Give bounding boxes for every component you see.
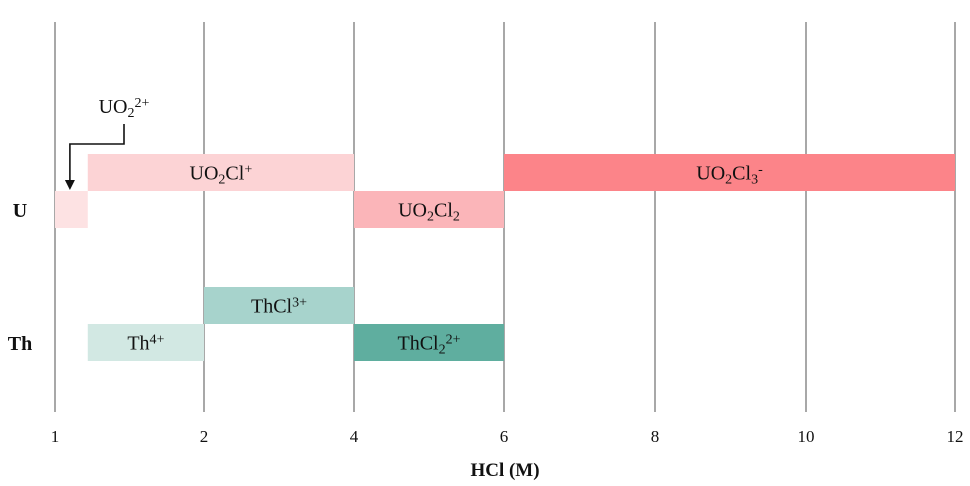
x-tick-4: 4 xyxy=(350,427,359,446)
species-bar-th-5 xyxy=(204,287,354,324)
species-bar-th-6 xyxy=(354,324,504,361)
species-bars xyxy=(55,154,955,361)
annotation: UO22+ xyxy=(64,96,150,190)
species-label-u-2: UO2Cl2 xyxy=(398,200,460,225)
row-label-th: Th xyxy=(8,333,32,355)
species-label-u-3: UO2Cl3- xyxy=(696,163,763,188)
species-label-th-5: ThCl3+ xyxy=(251,296,307,318)
annotation-arrow-head xyxy=(64,180,75,190)
species-label-th-6: ThCl22+ xyxy=(397,333,460,358)
species-bar-u-3 xyxy=(504,154,955,191)
x-tick-1: 1 xyxy=(51,427,60,446)
species-bar-th-4 xyxy=(87,324,204,361)
species-bar-u-1 xyxy=(87,154,354,191)
annotation-label: UO22+ xyxy=(99,96,150,121)
species-bar-u-0 xyxy=(55,191,88,228)
x-axis-title: HCl (M) xyxy=(470,460,539,481)
species-label-u-1: UO2Cl+ xyxy=(190,163,253,188)
annotation-arrow-line xyxy=(69,124,125,183)
x-tick-6: 6 xyxy=(500,427,509,446)
species-label-th-4: Th4+ xyxy=(127,333,164,355)
x-tick-12: 12 xyxy=(947,427,964,446)
row-label-u: U xyxy=(13,200,27,222)
x-tick-labels: 1 2 4 6 8 10 12 xyxy=(51,427,964,446)
species-bar-u-2 xyxy=(354,191,504,228)
row-labels: U Th xyxy=(8,200,32,355)
x-tick-2: 2 xyxy=(200,427,209,446)
species-labels: UO2Cl+ UO2Cl2 UO2Cl3- Th4+ ThCl3+ ThCl22+ xyxy=(127,163,763,358)
x-tick-8: 8 xyxy=(651,427,660,446)
x-tick-10: 10 xyxy=(798,427,815,446)
